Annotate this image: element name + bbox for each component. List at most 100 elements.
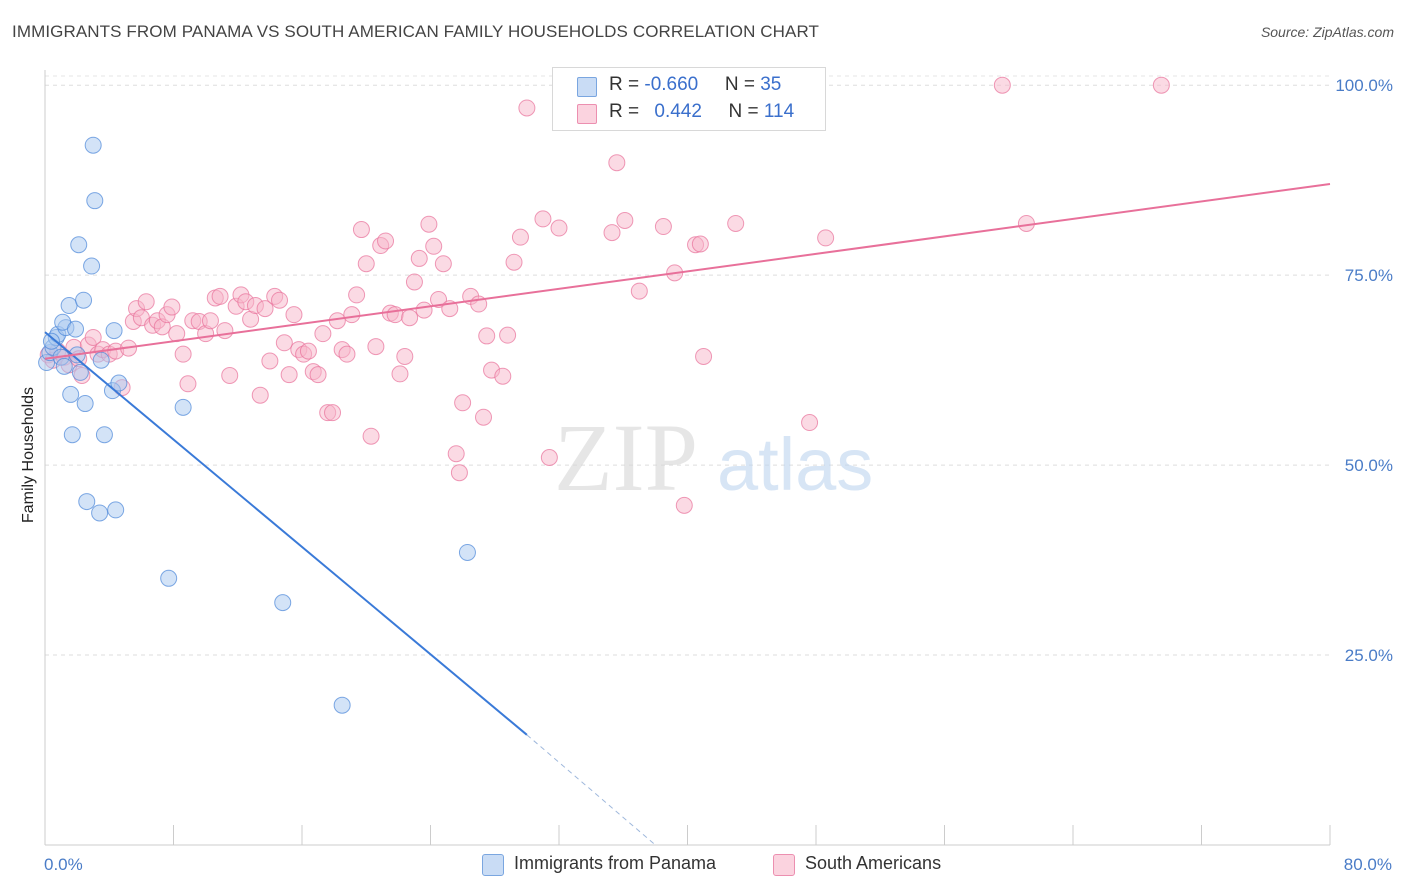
south-americans-trend-line xyxy=(44,182,1331,360)
south-americans-point xyxy=(163,298,181,316)
south-americans-point xyxy=(425,237,443,255)
south-americans-point xyxy=(450,464,468,482)
south-americans-point xyxy=(430,290,448,308)
panama-point xyxy=(95,426,113,444)
panama-points xyxy=(38,136,476,714)
trend-lines xyxy=(44,182,1331,846)
south-americans-point xyxy=(343,306,361,324)
south-americans-point xyxy=(216,322,234,340)
gridlines xyxy=(45,75,1330,656)
panama-point xyxy=(78,493,96,511)
panama-point xyxy=(63,426,81,444)
south-americans-point xyxy=(1017,214,1035,232)
south-americans-point xyxy=(221,366,239,384)
south-americans-point xyxy=(434,255,452,273)
panama-point xyxy=(71,363,89,381)
south-americans-point xyxy=(251,386,269,404)
south-americans-point xyxy=(324,404,342,422)
south-americans-point xyxy=(695,347,713,365)
panama-point xyxy=(67,320,85,338)
y-tick-label: 50.0% xyxy=(1345,456,1393,475)
south-americans-point xyxy=(993,76,1011,94)
stats-legend: R = -0.660 N = 35 R = 0.442 N = 114 xyxy=(552,67,826,131)
n-value: 114 xyxy=(763,101,795,122)
south-americans-point xyxy=(1152,76,1170,94)
south-americans-point xyxy=(201,312,219,330)
south-americans-point xyxy=(405,273,423,291)
y-tick-label: 75.0% xyxy=(1345,266,1393,285)
south-americans-point xyxy=(505,253,523,271)
south-americans-point xyxy=(675,496,693,514)
south-americans-point xyxy=(608,154,626,172)
south-americans-point xyxy=(137,293,155,311)
panama-point xyxy=(107,501,125,519)
x-tick-label: 80.0% xyxy=(1344,855,1392,874)
south-americans-point xyxy=(478,327,496,345)
legend-item-panama: Immigrants from Panama xyxy=(482,852,752,876)
panama-point xyxy=(84,136,102,154)
south-americans-point xyxy=(654,218,672,236)
south-americans-point xyxy=(386,306,404,324)
n-label: N = xyxy=(724,74,761,95)
south-americans-point xyxy=(367,338,385,356)
panama-point xyxy=(70,236,88,254)
panama-point xyxy=(60,297,78,315)
south-americans-point xyxy=(817,229,835,247)
south-americans-point xyxy=(348,286,366,304)
south-americans-point xyxy=(396,347,414,365)
south-americans-point xyxy=(475,408,493,426)
south-americans-point xyxy=(447,445,465,463)
south-americans-point xyxy=(550,219,568,237)
south-americans-point xyxy=(616,211,634,229)
r-label: R = xyxy=(609,101,645,122)
south-americans-point xyxy=(211,287,229,305)
south-americans-point xyxy=(314,325,332,343)
panama-point xyxy=(83,257,101,275)
n-value: 35 xyxy=(760,74,782,95)
legend-label-panama: Immigrants from Panama xyxy=(514,853,717,873)
south-americans-point xyxy=(391,365,409,383)
panama-point xyxy=(76,395,94,413)
panama-point xyxy=(55,357,73,375)
axes xyxy=(44,70,1331,846)
south-americans-point xyxy=(534,210,552,228)
south-americans-point xyxy=(410,249,428,267)
south-americans-point xyxy=(518,99,536,117)
south-americans-points xyxy=(39,76,1170,514)
y-tick-label: 100.0% xyxy=(1335,76,1393,95)
south-americans-swatch xyxy=(577,104,597,124)
panama-point xyxy=(92,351,110,369)
panama-point xyxy=(105,322,123,340)
watermark-atlas: atlas xyxy=(717,423,873,506)
south-americans-point xyxy=(454,394,472,412)
legend-item-south-americans: South Americans xyxy=(773,852,973,876)
south-americans-legend-swatch xyxy=(773,854,795,876)
south-americans-point xyxy=(256,300,274,318)
south-americans-point xyxy=(84,328,102,346)
south-americans-point xyxy=(420,215,438,233)
panama-point xyxy=(333,696,351,714)
south-americans-point xyxy=(540,449,558,466)
r-value: 0.442 xyxy=(654,101,702,122)
south-americans-point xyxy=(603,224,621,242)
south-americans-point xyxy=(499,326,517,344)
source-note: Source: ZipAtlas.com xyxy=(1260,24,1394,40)
panama-point xyxy=(86,192,104,210)
south-americans-point xyxy=(630,282,648,300)
south-americans-point xyxy=(401,309,419,327)
panama-legend-swatch xyxy=(482,854,504,876)
south-americans-point xyxy=(377,232,395,250)
y-tick-label: 25.0% xyxy=(1345,646,1393,665)
south-americans-point xyxy=(801,414,819,432)
south-americans-point xyxy=(261,352,279,370)
south-americans-point xyxy=(299,342,317,360)
x-tick-label: 0.0% xyxy=(44,855,83,874)
south-americans-point xyxy=(494,367,512,385)
panama-trend-extension xyxy=(526,734,656,846)
south-americans-point xyxy=(275,334,293,352)
south-americans-point xyxy=(352,221,370,239)
panama-point xyxy=(160,569,178,587)
panama-point xyxy=(42,332,60,350)
tick-labels: 25.0% 50.0% 75.0% 100.0% 0.0% 80.0% xyxy=(44,76,1393,874)
